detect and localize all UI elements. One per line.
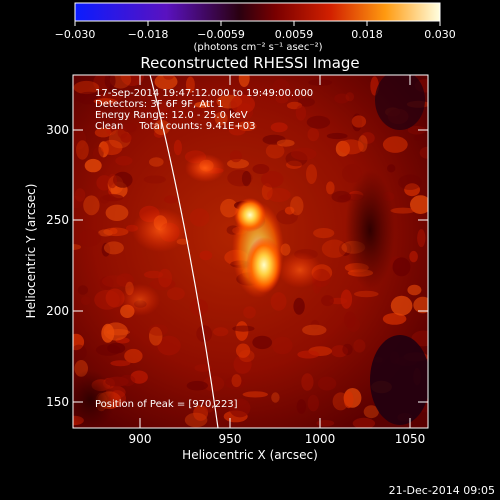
colorbar-tick: 0.0059 [275,28,314,41]
colorbar-tick: −0.018 [128,28,169,41]
colorbar-tick: −0.0059 [197,28,245,41]
y-tick-label: 300 [46,123,69,137]
y-tick-label: 150 [46,395,69,409]
colorbar-gradient [74,2,441,22]
solar-limb-line [149,75,219,428]
colorbar-tick: 0.018 [351,28,383,41]
footer-date: 21-Dec-2014 09:05 [389,484,495,497]
x-tick-label: 950 [219,432,242,446]
plot-frame [72,74,429,429]
plot-title: Reconstructed RHESSI Image [140,54,359,72]
annotation-time-range: 17-Sep-2014 19:47:12.000 to 19:49:00.000 [95,88,313,99]
annotation-peak-position: Position of Peak = [970,223] [95,399,238,410]
x-axis-label: Heliocentric X (arcsec) [182,448,318,462]
annotation-block: 17-Sep-2014 19:47:12.000 to 19:49:00.000… [95,88,313,132]
colorbar-tick: 0.030 [424,28,456,41]
annotation-method-counts: Clean Total counts: 9.41E+03 [95,121,255,132]
x-tick-label: 900 [129,432,152,446]
axis-ticks [73,75,428,428]
x-tick-label: 1000 [305,432,336,446]
y-axis-label: Heliocentric Y (arcsec) [24,184,38,319]
colorbar-unit-label: (photons cm⁻² s⁻¹ asec⁻²) [193,42,322,53]
colorbar: −0.030 −0.018 −0.0059 0.0059 0.018 0.030… [55,2,456,53]
y-tick-label: 250 [46,213,69,227]
annotation-detectors: Detectors: 3F 6F 9F, Att 1 [95,99,223,110]
annotation-energy-range: Energy Range: 12.0 - 25.0 keV [95,110,248,121]
colorbar-tick: −0.030 [55,28,96,41]
x-tick-label: 1050 [395,432,426,446]
rhessi-image [73,75,428,428]
y-tick-label: 200 [46,304,69,318]
